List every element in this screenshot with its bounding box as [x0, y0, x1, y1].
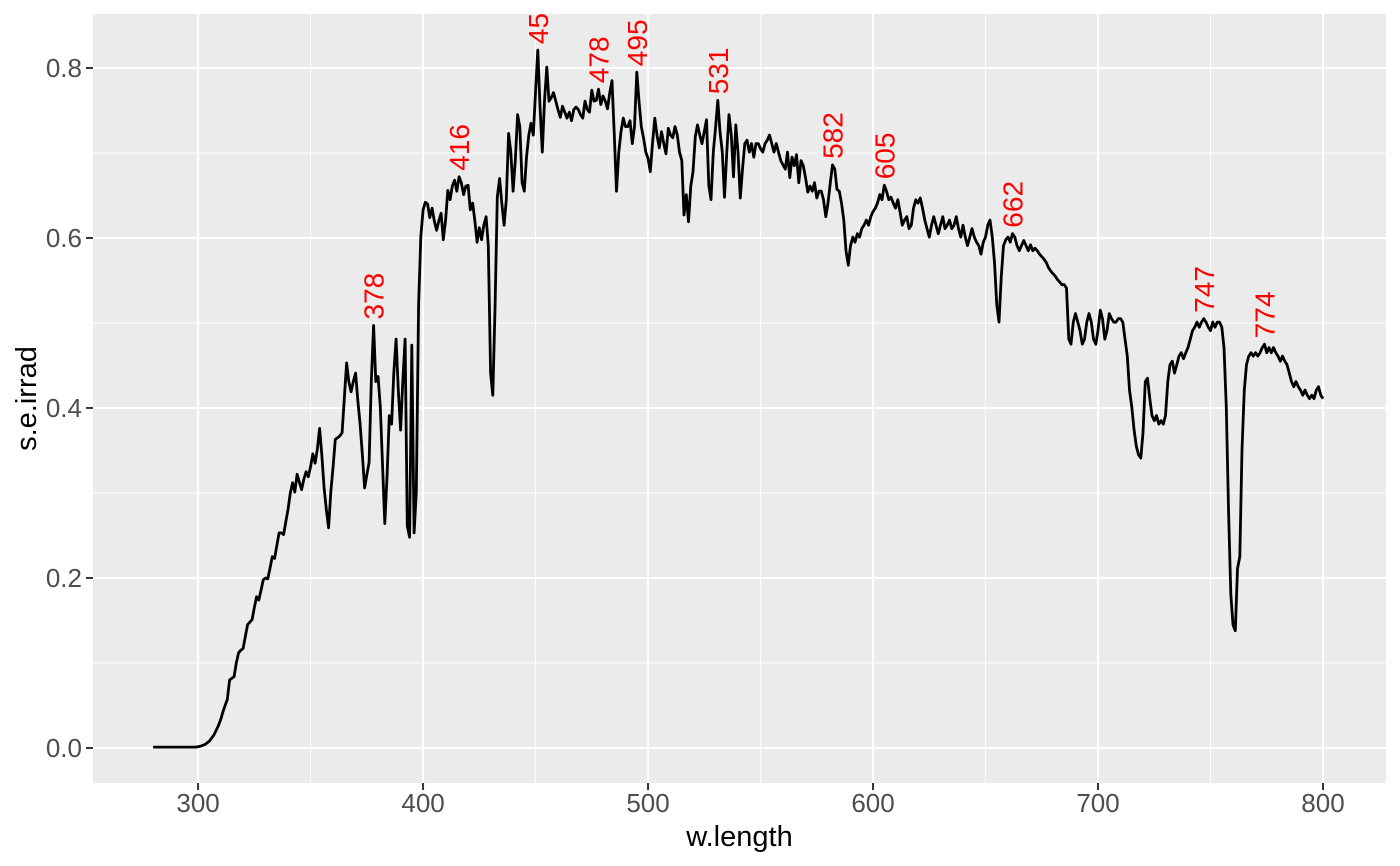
peak-label: 416 [444, 124, 475, 171]
x-tick-label: 500 [626, 788, 669, 818]
peak-label: 662 [998, 181, 1029, 228]
spectrum-path [153, 48, 1325, 749]
y-tick-label: 0.6 [46, 223, 82, 253]
y-tick-label: 0.0 [46, 733, 82, 763]
y-tick-label: 0.8 [46, 53, 82, 83]
major-gridlines [93, 14, 1386, 783]
y-tick-label: 0.2 [46, 563, 82, 593]
peak-label: 747 [1189, 266, 1220, 313]
x-tick-label: 300 [176, 788, 219, 818]
y-tick-label: 0.4 [46, 393, 82, 423]
spectrum-line-layer [153, 48, 1325, 749]
x-tick-label: 600 [851, 788, 894, 818]
x-tick-label: 800 [1301, 788, 1344, 818]
minor-gridlines [93, 14, 1386, 783]
peak-label: 45 [523, 13, 554, 44]
axis-tick-labels-layer: 300 400 500 600 700 800 0.0 0.2 0.4 0.6 0.8 [46, 53, 1345, 818]
peak-label: 378 [359, 273, 390, 320]
peak-label: 478 [584, 36, 615, 83]
peak-label: 582 [818, 112, 849, 159]
peak-labels-layer: 378 416 45 478 495 531 582 605 662 747 774 [359, 13, 1281, 338]
x-tick-label: 400 [401, 788, 444, 818]
plot-panel [93, 14, 1386, 783]
peak-label: 605 [869, 133, 900, 180]
peak-label: 774 [1250, 291, 1281, 338]
y-axis-title: s.e.irrad [11, 346, 43, 451]
x-tick-label: 700 [1076, 788, 1119, 818]
axis-ticks-layer [86, 66, 1325, 790]
peak-label: 531 [703, 48, 734, 95]
x-axis-title: w.length [685, 821, 792, 853]
peak-label: 495 [622, 19, 653, 66]
